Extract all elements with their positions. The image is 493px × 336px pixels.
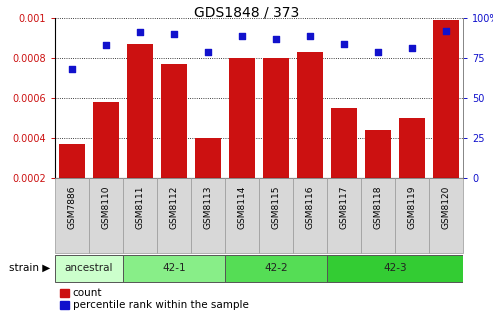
Point	[374, 49, 382, 54]
Bar	[293, 178, 327, 253]
Bar	[123, 178, 157, 253]
Text: GSM8117: GSM8117	[340, 185, 349, 229]
Point	[204, 49, 212, 54]
Text: GSM8110: GSM8110	[102, 185, 110, 229]
Text: 42-2: 42-2	[264, 263, 288, 273]
Text: GDS1848 / 373: GDS1848 / 373	[194, 5, 299, 19]
Bar	[361, 178, 395, 253]
Bar	[399, 118, 425, 218]
Bar	[89, 178, 123, 253]
Bar	[161, 64, 187, 218]
Bar	[259, 178, 293, 253]
Text: ancestral: ancestral	[65, 263, 113, 273]
Bar	[229, 58, 255, 218]
Bar	[55, 254, 123, 282]
Bar	[93, 102, 119, 218]
Text: strain ▶: strain ▶	[9, 263, 50, 273]
Text: 42-3: 42-3	[383, 263, 407, 273]
Bar	[429, 178, 463, 253]
Bar	[157, 178, 191, 253]
Text: 42-1: 42-1	[162, 263, 186, 273]
Text: GSM8113: GSM8113	[204, 185, 212, 229]
Text: GSM7886: GSM7886	[68, 185, 76, 229]
Bar	[327, 254, 463, 282]
Point	[442, 28, 450, 34]
Bar	[123, 254, 225, 282]
Bar	[331, 108, 357, 218]
Point	[68, 67, 76, 72]
Bar	[59, 144, 85, 218]
Bar	[327, 178, 361, 253]
Bar	[55, 178, 89, 253]
Bar	[263, 58, 289, 218]
Bar	[297, 52, 323, 218]
Bar	[395, 178, 429, 253]
Point	[238, 33, 246, 38]
Bar	[365, 130, 391, 218]
Text: GSM8119: GSM8119	[408, 185, 417, 229]
Text: GSM8115: GSM8115	[272, 185, 281, 229]
Bar	[433, 20, 459, 218]
Point	[340, 41, 348, 46]
Point	[272, 36, 280, 41]
Text: GSM8112: GSM8112	[170, 185, 178, 229]
Bar	[225, 254, 327, 282]
Text: GSM8114: GSM8114	[238, 185, 246, 229]
Bar	[191, 178, 225, 253]
Text: GSM8116: GSM8116	[306, 185, 315, 229]
Text: GSM8120: GSM8120	[442, 185, 451, 229]
Point	[102, 43, 110, 48]
Text: GSM8118: GSM8118	[374, 185, 383, 229]
Point	[408, 46, 416, 51]
Point	[136, 30, 144, 35]
Bar	[127, 44, 153, 218]
Bar	[225, 178, 259, 253]
Point	[306, 33, 314, 38]
Point	[170, 31, 178, 37]
Text: GSM8111: GSM8111	[136, 185, 144, 229]
Bar	[195, 138, 221, 218]
Legend: count, percentile rank within the sample: count, percentile rank within the sample	[60, 288, 248, 310]
